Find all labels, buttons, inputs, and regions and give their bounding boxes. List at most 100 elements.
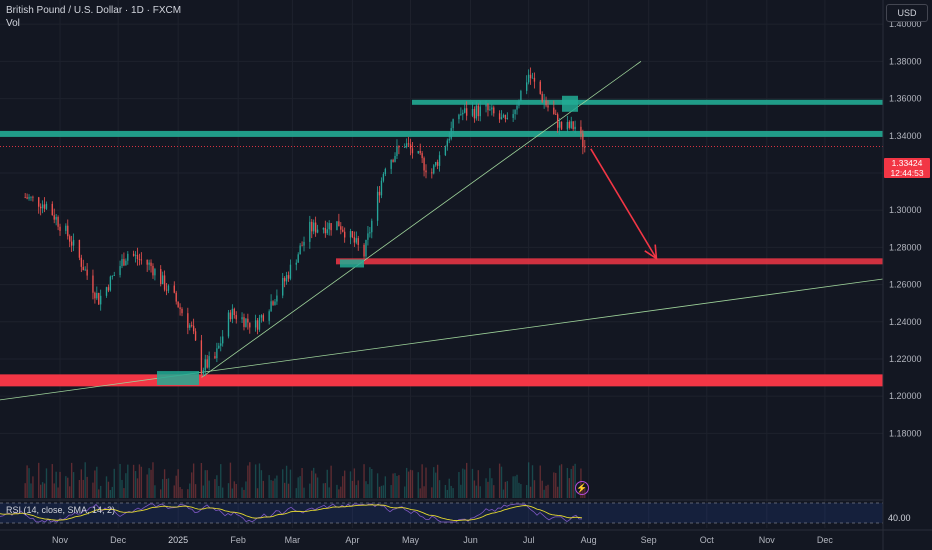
candle-body: [100, 295, 102, 305]
candle-body: [570, 121, 572, 128]
volume-bar: [127, 464, 129, 498]
volume-bar: [382, 485, 385, 498]
volume-bar: [272, 480, 274, 498]
candle-body: [545, 100, 547, 106]
candle-body: [367, 233, 369, 240]
volume-bar: [336, 484, 338, 498]
volume-bar: [566, 467, 569, 498]
candle-body: [51, 203, 53, 216]
candle-body: [194, 331, 197, 341]
candle-body: [433, 165, 435, 174]
price-axis-label: 1.40000: [889, 19, 922, 29]
candle-body: [179, 307, 181, 309]
candle-body: [392, 159, 394, 162]
candle-body: [283, 278, 286, 282]
candle-body: [485, 104, 487, 107]
candle-body: [167, 285, 170, 291]
volume-bar: [444, 484, 447, 498]
time-axis-label: May: [402, 535, 420, 545]
volume-bars: [24, 462, 586, 498]
candle-body: [533, 77, 536, 82]
volume-bar: [338, 489, 340, 498]
candle-body: [520, 90, 522, 102]
candle-body: [425, 170, 427, 173]
volume-bar: [512, 476, 514, 498]
volume-bar: [245, 481, 247, 498]
candle-body: [38, 197, 40, 207]
volume-bar: [384, 476, 387, 498]
candle-body: [59, 226, 61, 231]
candle-body: [572, 121, 574, 130]
volume-bar: [65, 476, 67, 498]
candle-body: [260, 315, 263, 318]
candle-body: [506, 117, 509, 119]
price-axis-label: 1.22000: [889, 354, 922, 364]
candle-body: [282, 278, 284, 296]
volume-bar: [285, 465, 288, 498]
candle-body: [330, 223, 332, 231]
volume-bar: [276, 475, 278, 498]
volume-bar: [154, 485, 156, 498]
candle-body: [423, 158, 425, 171]
candle-body: [500, 117, 503, 120]
volume-bar: [309, 483, 311, 498]
volume-bar: [80, 469, 83, 498]
candle-body: [256, 320, 259, 330]
volume-bar: [405, 467, 408, 498]
target-zone: [336, 258, 883, 265]
volume-bar: [268, 475, 270, 498]
volume-bar: [38, 462, 40, 498]
volume-bar: [533, 480, 536, 498]
candle-body: [191, 325, 193, 326]
time-axis-label: Oct: [700, 535, 715, 545]
candle-body: [150, 262, 152, 266]
volume-bar: [282, 469, 284, 498]
candle-body: [450, 128, 452, 139]
candle-body: [272, 301, 274, 305]
candle-body: [208, 356, 210, 368]
trendline: [201, 61, 642, 378]
candle-body: [94, 292, 96, 299]
candle-body: [163, 275, 166, 290]
volume-bar: [527, 462, 530, 498]
rsi-panel: [0, 499, 883, 524]
volume-bar: [165, 478, 168, 498]
candle-body: [407, 143, 410, 145]
candle-body: [258, 317, 261, 330]
candle-body: [531, 77, 534, 79]
trendline: [0, 278, 884, 401]
candle-body: [340, 226, 342, 230]
volume-bar: [479, 486, 481, 498]
volume-bar: [423, 486, 425, 498]
volume-bar: [202, 485, 205, 498]
candle-body: [26, 197, 28, 199]
volume-bar: [473, 480, 476, 498]
candle-body: [311, 221, 313, 232]
volume-bar: [163, 469, 166, 498]
volume-bar: [417, 472, 419, 498]
volume-bar: [460, 484, 462, 498]
candle-body: [233, 308, 235, 316]
candle-body: [357, 238, 359, 245]
candle-body: [152, 265, 154, 276]
lightning-icon[interactable]: ⚡: [575, 481, 589, 495]
volume-bar: [51, 464, 53, 498]
forecast-arrow: [590, 148, 658, 259]
candle-body: [580, 126, 582, 134]
volume-bar: [24, 483, 26, 498]
candle-body: [369, 232, 371, 234]
volume-bar: [568, 478, 570, 498]
candle-body: [493, 107, 495, 114]
volume-bar: [41, 482, 44, 498]
candle-body: [69, 236, 71, 242]
volume-bar: [436, 464, 439, 498]
candle-body: [504, 114, 507, 119]
volume-bar: [349, 471, 352, 498]
candle-body: [382, 174, 385, 181]
currency-button[interactable]: USD: [886, 4, 928, 22]
volume-bar: [86, 476, 88, 498]
volume-bar: [123, 488, 125, 498]
rsi-sma-line: [0, 504, 583, 522]
candle-body: [43, 204, 46, 209]
